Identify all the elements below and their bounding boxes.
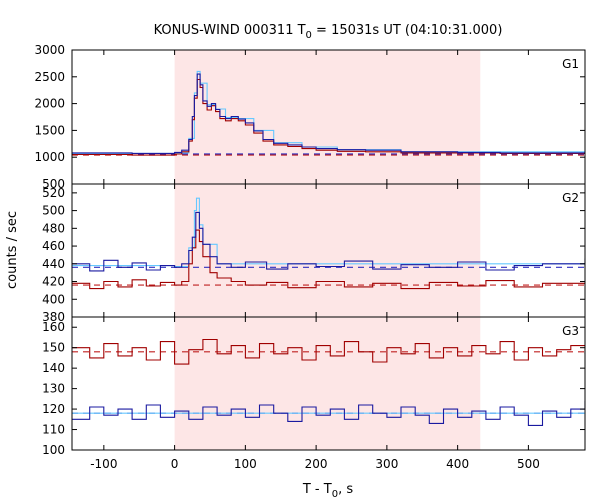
y-tick-label: 2500 — [34, 70, 65, 84]
panel-label: G2 — [562, 191, 579, 205]
y-tick-label: 1500 — [34, 123, 65, 137]
series-red-g3 — [72, 338, 585, 365]
y-tick-label: 130 — [42, 382, 65, 396]
y-tick-label: 2000 — [34, 97, 65, 111]
panels: 500 1000 1500 2000 2500 3000 G1 380 400 420 440 460… — [34, 43, 586, 457]
x-axis-label-rest: , s — [338, 482, 353, 497]
panel-g3: 100 110 120 130 140 150 160 G3 — [42, 316, 586, 457]
panel-g1: 500 1000 1500 2000 2500 3000 G1 — [34, 43, 586, 191]
series-red-g2 — [72, 229, 585, 290]
y-tick-label: 380 — [42, 310, 65, 324]
y-tick-label: 100 — [42, 443, 65, 457]
y-tick-label: 440 — [42, 257, 65, 271]
y-tick-label: 480 — [42, 221, 65, 235]
chart-title: KONUS-WIND 000311 T0 = 15031s UT (04:10:… — [154, 23, 503, 41]
x-axis-label-subscript: 0 — [332, 489, 338, 500]
series-blue-g1 — [72, 73, 585, 154]
x-axis-label-main: T - T — [302, 482, 332, 497]
svg-text:KONUS-WIND 000311 T0 = 15031s: KONUS-WIND 000311 T0 = 15031s UT (04:10:… — [154, 23, 503, 41]
y-axis-label: counts / sec — [5, 211, 20, 289]
y-tick-label: 160 — [42, 320, 65, 334]
series-blue-g3 — [72, 400, 585, 426]
panel-g2: 380 400 420 440 460 480 500 520 G2 — [42, 183, 586, 324]
series-lightblue-g2 — [72, 197, 585, 268]
y-tick-label: 3000 — [34, 43, 65, 57]
y-tick-label: 500 — [42, 177, 65, 191]
shaded-interval — [174, 317, 481, 450]
x-tick-label: 300 — [375, 457, 398, 471]
chart-title-main: KONUS-WIND 000311 T — [154, 23, 306, 38]
y-tick-label: 1000 — [34, 150, 65, 164]
x-axis: -100 0 100 200 300 400 500 — [90, 457, 540, 471]
y-tick-label: 150 — [42, 341, 65, 355]
panel-label: G3 — [562, 324, 579, 338]
y-tick-label: 110 — [42, 423, 65, 437]
shaded-interval — [174, 184, 481, 317]
x-axis-label: T - T0, s — [302, 482, 353, 500]
y-tick-label: 460 — [42, 239, 65, 253]
y-tick-label: 520 — [42, 186, 65, 200]
panel-label: G1 — [562, 57, 579, 71]
x-tick-label: 500 — [517, 457, 540, 471]
y-tick-label: 400 — [42, 292, 65, 306]
x-tick-label: 400 — [446, 457, 469, 471]
series-blue-g2 — [72, 211, 585, 272]
x-tick-label: -100 — [90, 457, 117, 471]
y-tick-label: 140 — [42, 361, 65, 375]
chart-title-rest: = 15031s UT (04:10:31.000) — [312, 23, 502, 38]
panel-frame — [71, 316, 586, 451]
chart-title-subscript: 0 — [306, 30, 312, 41]
x-tick-label: 100 — [234, 457, 257, 471]
y-tick-label: 120 — [42, 402, 65, 416]
x-tick-label: 0 — [171, 457, 179, 471]
series-lightblue-g1 — [72, 70, 585, 154]
y-tick-label: 420 — [42, 275, 65, 289]
x-tick-label: 200 — [305, 457, 328, 471]
y-tick-label: 500 — [42, 204, 65, 218]
